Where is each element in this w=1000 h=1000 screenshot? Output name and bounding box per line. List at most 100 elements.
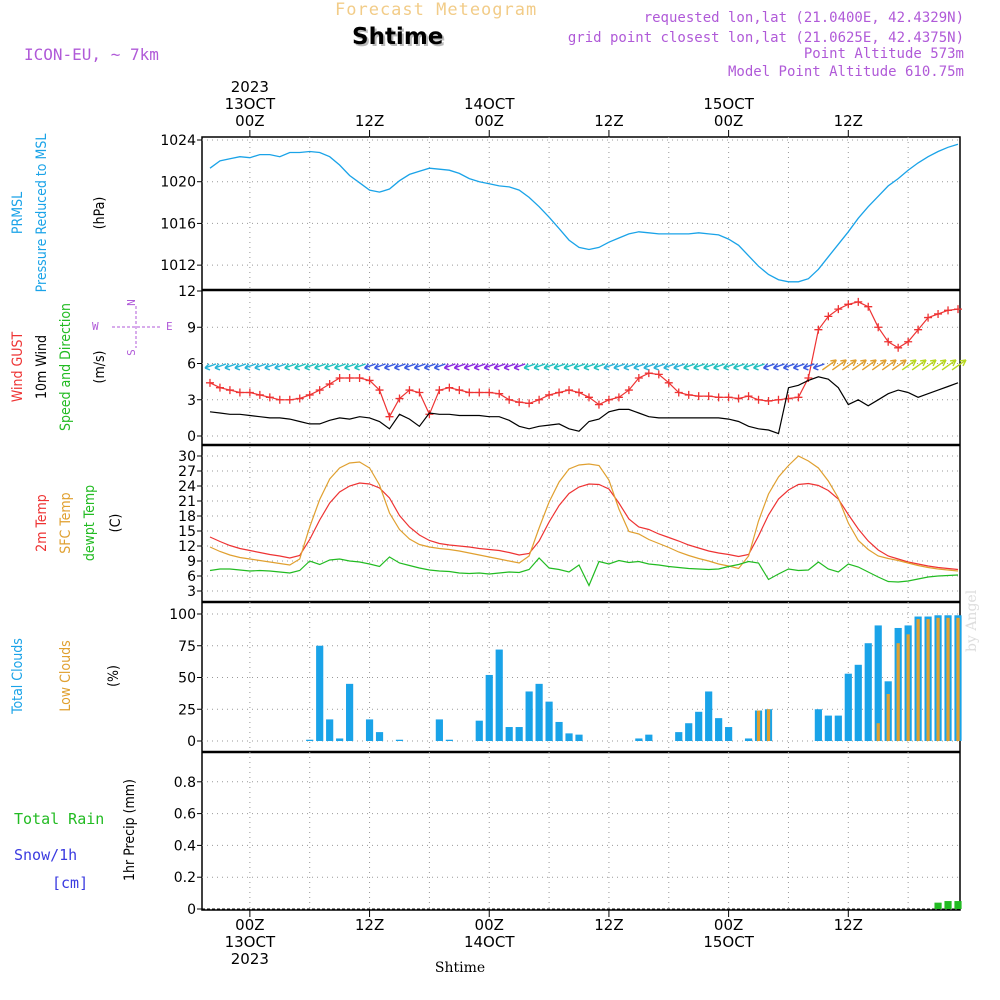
bar-total-clouds (535, 683, 543, 741)
bar-low-clouds (916, 619, 920, 741)
bar-total-clouds (834, 715, 842, 741)
plot-frame (201, 136, 961, 911)
gust-marker (515, 398, 524, 407)
gust-marker (684, 390, 693, 399)
bar-low-clouds (756, 710, 761, 741)
model-point-altitude: Model Point Altitude 610.75m (727, 64, 964, 80)
model-label: ICON-EU, ~ 7km (24, 45, 159, 64)
bar-total-clouds (515, 727, 523, 741)
y-tick-label: 6 (187, 569, 196, 585)
wind-direction-arrow (812, 363, 825, 371)
wind-direction-arrow (364, 363, 376, 371)
wind-direction-arrow (344, 363, 356, 371)
gust-marker (674, 388, 683, 397)
gust-marker (774, 395, 783, 404)
gust-marker (874, 323, 883, 332)
time-label-top: 12Z (834, 112, 863, 130)
y-tick-label: 24 (178, 479, 196, 495)
bar-low-clouds (946, 617, 950, 741)
wind-direction-arrow (453, 363, 466, 371)
wind-direction-arrow (483, 363, 496, 371)
bar-total-clouds (435, 719, 443, 741)
bar-low-clouds (876, 723, 880, 741)
y-tick-label: 0.2 (174, 870, 196, 886)
wind-direction-arrow (523, 363, 536, 371)
time-label-top: 12Z (594, 112, 623, 130)
gust-marker (465, 388, 474, 397)
gust-marker (654, 370, 663, 379)
bar-low-clouds (956, 617, 960, 741)
bar-total-clouds (555, 721, 563, 741)
wind-direction-arrow (433, 363, 446, 371)
y-tick-label: 1012 (160, 258, 196, 274)
bar-total-clouds (575, 734, 583, 741)
time-label-bottom: 00Z (714, 916, 743, 934)
requested-coords: requested lon,lat (21.0400E, 42.4329N) (643, 10, 964, 26)
wind-direction-arrow (753, 363, 765, 371)
bar-total-clouds (645, 734, 653, 741)
wind-direction-arrow (334, 363, 346, 371)
wind-direction-arrow (763, 363, 775, 371)
gust-marker (325, 380, 334, 389)
y-tick-label: 3 (187, 584, 196, 600)
bar-low-clouds (766, 709, 771, 741)
y-tick-label: 21 (178, 494, 196, 510)
gust-marker (475, 388, 484, 397)
time-label-bottom: 13OCT (225, 933, 276, 951)
wind-direction-arrow (224, 363, 237, 371)
wind-direction-arrow (921, 359, 937, 371)
gust-marker (914, 325, 923, 334)
bar-total-clouds (854, 664, 862, 741)
gust-marker (714, 393, 723, 402)
y-tick-label: 9 (187, 320, 196, 336)
wind-direction-arrow (871, 359, 887, 371)
wind-direction-arrow (513, 363, 526, 371)
time-label-bottom: 12Z (834, 916, 863, 934)
gust-marker (694, 392, 703, 401)
wind-direction-arrow (703, 363, 715, 371)
wind-direction-arrow (214, 363, 227, 371)
bar-total-clouds (365, 719, 374, 741)
precip-label: Total Rain (14, 810, 105, 828)
wind-direction-arrow (543, 363, 556, 371)
time-label-top: 00Z (235, 112, 264, 130)
gust-marker (245, 388, 254, 397)
precip-label: [cm] (52, 874, 89, 892)
bar-total-clouds (525, 691, 533, 741)
bar-total-clouds (495, 649, 503, 741)
gust-marker (505, 395, 514, 404)
gust-marker (624, 386, 633, 395)
wind-direction-arrow (653, 363, 666, 371)
time-label-bottom: 15OCT (703, 933, 754, 951)
point-altitude: Point Altitude 573m (803, 46, 964, 62)
gust-marker (734, 394, 743, 403)
wind-direction-arrow (713, 363, 725, 371)
wind-direction-arrow (503, 363, 516, 371)
wind-direction-arrow (633, 363, 646, 371)
y-tick-label: 25 (178, 702, 196, 718)
y-tick-label: 6 (187, 357, 196, 373)
y-tick-label: 100 (169, 607, 196, 623)
gust-marker (754, 395, 763, 404)
y-tick-label: 12 (178, 539, 196, 555)
gust-marker (614, 393, 623, 402)
wind-direction-arrow (463, 363, 476, 371)
wind-direction-arrow (792, 363, 805, 371)
gust-marker (525, 399, 534, 408)
y-tick-label: 0 (187, 734, 196, 750)
bar-total-clouds (505, 727, 513, 741)
bar-precip (954, 901, 962, 909)
bar-total-clouds (336, 738, 344, 741)
wind-direction-arrow (314, 363, 326, 371)
gust-marker (265, 393, 274, 402)
bar-total-clouds (375, 732, 384, 741)
gust-marker (545, 390, 554, 399)
gust-marker (884, 337, 893, 346)
wind-direction-arrow (403, 363, 416, 371)
y-tick-label: 30 (178, 449, 196, 465)
wind-direction-arrow (733, 363, 745, 371)
time-label-top: 14OCT (464, 95, 515, 113)
gust-marker (904, 337, 913, 346)
y-tick-label: 27 (178, 464, 196, 480)
bar-total-clouds (565, 733, 573, 741)
